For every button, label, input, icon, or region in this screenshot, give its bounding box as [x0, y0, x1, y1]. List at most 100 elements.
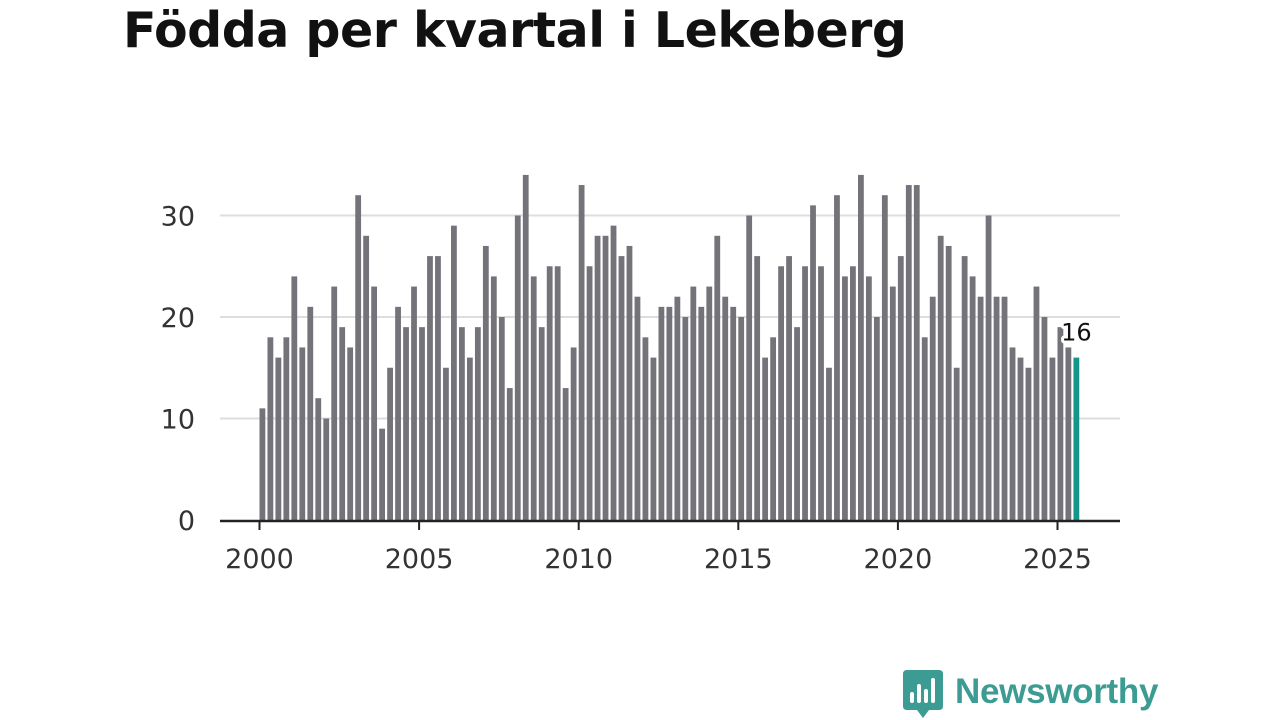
bar	[387, 367, 393, 520]
bars	[259, 174, 1080, 521]
bar	[522, 174, 529, 520]
y-tick-label: 30	[161, 202, 195, 233]
bar	[570, 347, 577, 520]
bar	[722, 296, 729, 520]
bar	[778, 266, 784, 520]
y-tick-label: 0	[178, 506, 195, 537]
bar	[1017, 357, 1024, 520]
bar	[921, 337, 928, 520]
bar-chart-speech-bubble-icon	[903, 670, 943, 718]
x-tick-label: 2015	[704, 544, 773, 575]
bar	[1025, 367, 1032, 520]
bar	[626, 245, 633, 520]
bar	[259, 408, 266, 520]
bar	[826, 367, 832, 520]
bar	[889, 286, 896, 520]
bar	[858, 174, 864, 520]
bar	[331, 286, 338, 520]
bar	[937, 235, 944, 521]
bar	[514, 215, 521, 520]
bar	[953, 367, 960, 520]
bar	[802, 266, 808, 520]
bar	[1057, 327, 1064, 520]
brand-name: Newsworthy	[955, 672, 1159, 711]
bar	[634, 296, 641, 520]
bar	[451, 225, 457, 520]
bar	[267, 337, 274, 520]
bar	[459, 327, 465, 520]
bar	[873, 317, 880, 520]
bar	[690, 286, 697, 520]
bar	[466, 357, 473, 520]
bar	[818, 266, 824, 520]
bar	[762, 357, 769, 520]
bar	[897, 256, 904, 520]
bar	[474, 327, 481, 520]
bar	[714, 235, 721, 521]
bar	[355, 195, 362, 520]
bar	[945, 245, 952, 520]
bar	[275, 357, 282, 520]
bar	[315, 398, 322, 520]
bar	[618, 256, 625, 520]
bar	[770, 337, 777, 520]
bar	[786, 256, 792, 520]
bar	[363, 235, 370, 521]
x-tick-label: 2020	[864, 544, 933, 575]
y-tick-label: 20	[161, 303, 195, 334]
x-tick-label: 2025	[1023, 544, 1092, 575]
bar	[379, 428, 385, 520]
bar	[339, 327, 346, 520]
highlight-value-label: 16	[1061, 319, 1092, 347]
bar	[498, 317, 505, 520]
bar	[977, 296, 984, 520]
bar	[794, 327, 800, 520]
bar	[411, 286, 417, 520]
bar	[602, 235, 609, 521]
bar-highlight	[1073, 357, 1080, 520]
x-tick-label: 2000	[225, 544, 294, 575]
bar	[562, 388, 569, 520]
axes	[220, 519, 1120, 530]
bar	[482, 245, 489, 520]
bar	[291, 276, 298, 520]
bar	[403, 327, 409, 520]
bar	[435, 256, 441, 520]
y-tick-label: 10	[161, 405, 195, 436]
bar	[730, 306, 737, 520]
bar	[538, 327, 545, 520]
bar	[929, 296, 936, 520]
bar	[283, 337, 290, 520]
bar	[905, 185, 912, 521]
bar	[1009, 347, 1016, 520]
bar	[1065, 347, 1072, 520]
bar	[834, 195, 840, 520]
bar	[530, 276, 537, 520]
bar	[993, 296, 1000, 520]
bar	[443, 367, 449, 520]
bar	[698, 306, 705, 520]
bar	[307, 306, 314, 520]
x-tick-label: 2005	[385, 544, 454, 575]
bar	[371, 286, 378, 520]
bar	[1001, 296, 1008, 520]
bar	[419, 327, 425, 520]
bar	[913, 185, 920, 521]
bar	[546, 266, 553, 520]
bar	[850, 266, 856, 520]
bar	[985, 215, 992, 520]
bar	[642, 337, 649, 520]
bar	[969, 276, 976, 520]
bar	[506, 388, 513, 520]
bar	[754, 256, 761, 520]
chart-title: Födda per kvartal i Lekeberg	[123, 2, 907, 59]
bar	[1049, 357, 1056, 520]
bar	[706, 286, 713, 520]
bar	[810, 205, 816, 520]
bar	[395, 306, 401, 520]
bar	[738, 317, 745, 520]
bar	[323, 418, 330, 520]
bar	[881, 195, 888, 520]
bar	[961, 256, 968, 520]
